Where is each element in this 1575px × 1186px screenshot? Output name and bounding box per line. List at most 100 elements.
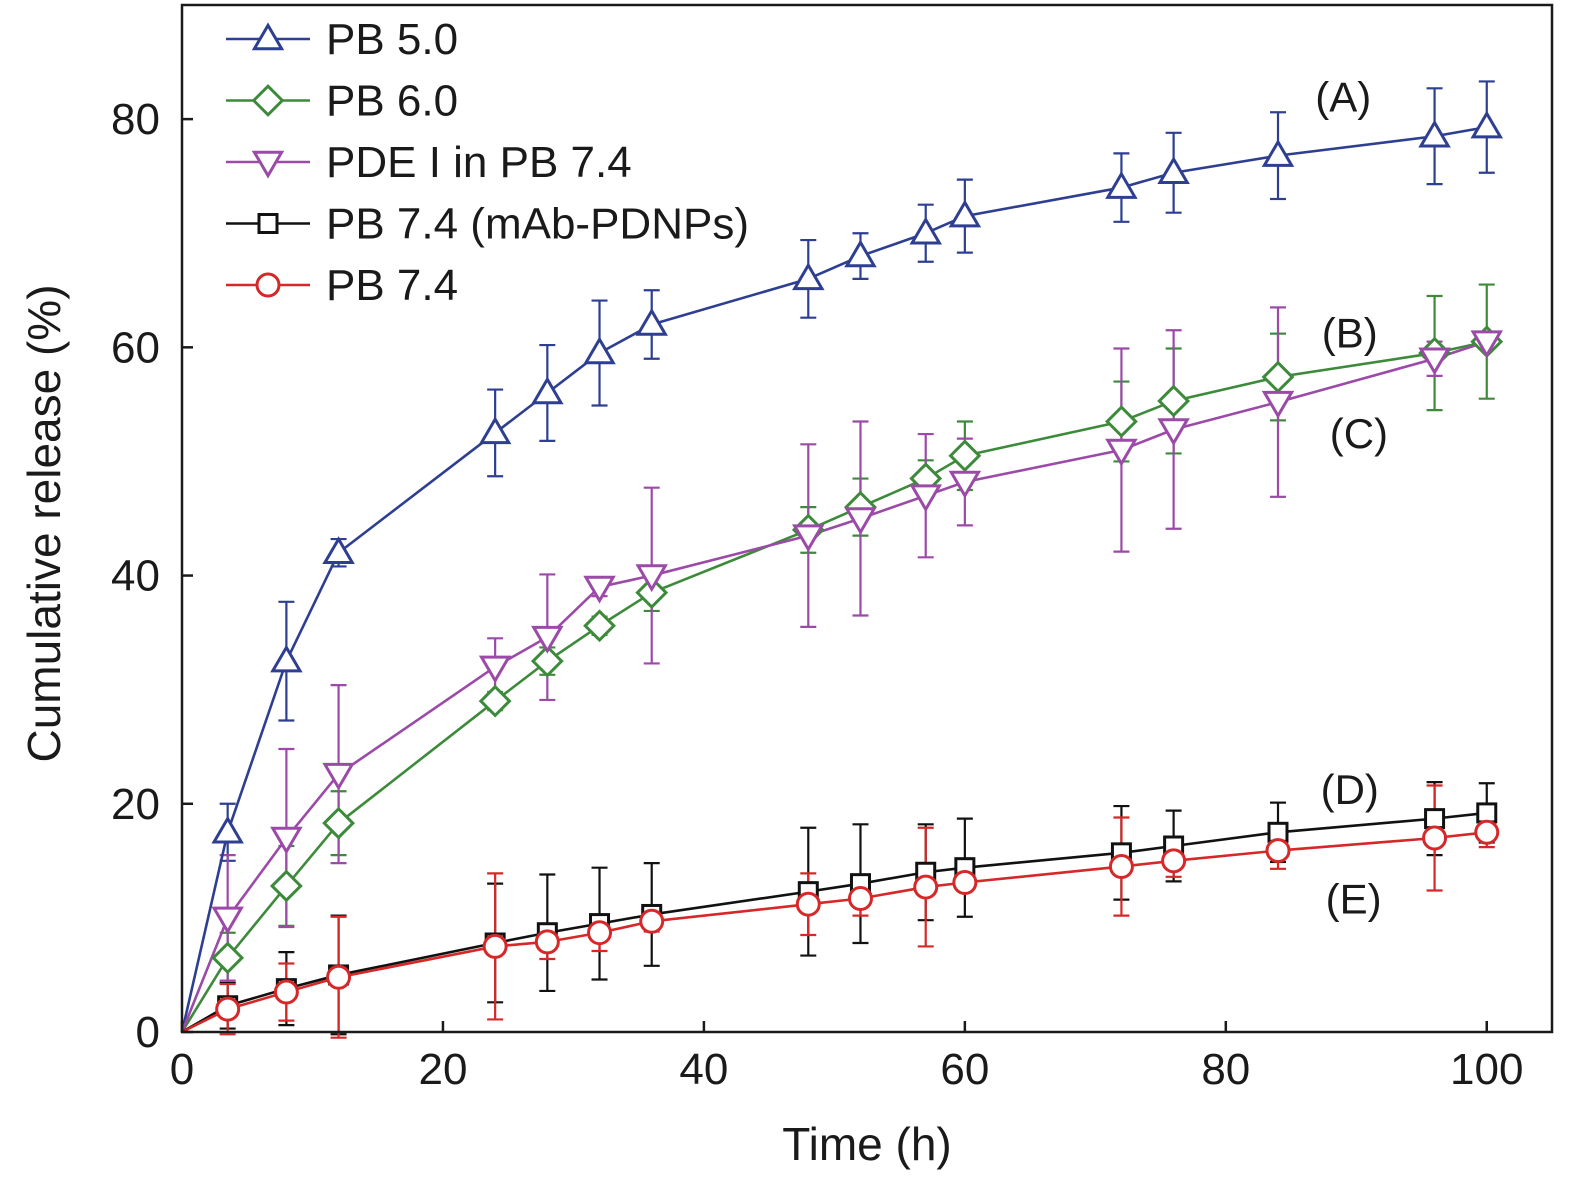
- data-point-pb-7-4: [913, 874, 939, 900]
- data-point-pb-5-0: [531, 376, 564, 405]
- data-point-pde-i-in-pb-7-4: [909, 484, 942, 513]
- data-point-pb-5-0: [270, 644, 303, 673]
- legend-label: PDE I in PB 7.4: [326, 138, 632, 187]
- data-point-pb-7-4: [847, 885, 873, 911]
- data-point-pb-7-4: [482, 933, 508, 959]
- legend-entry-pb-5-0: PB 5.0: [226, 15, 458, 64]
- data-point-pb-6-0: [1105, 405, 1138, 438]
- legend-label: PB 7.4 (mAb-PDNPs): [326, 200, 749, 249]
- annotation-label: (E): [1326, 875, 1382, 922]
- y-tick-label: 0: [136, 1008, 160, 1057]
- data-point-pde-i-in-pb-7-4: [531, 625, 564, 654]
- legend-marker: [251, 150, 285, 179]
- data-point-pde-i-in-pb-7-4: [792, 524, 825, 553]
- legend-marker: [251, 84, 285, 117]
- annotation-label: (D): [1321, 766, 1379, 813]
- legend-label: PB 5.0: [326, 15, 458, 64]
- data-point-pb-5-0: [1105, 170, 1138, 199]
- data-point-pb-6-0: [1157, 384, 1191, 418]
- data-point-pb-7-4: [534, 929, 560, 955]
- data-point-pde-i-in-pb-7-4: [948, 470, 982, 499]
- data-point-pb-5-0: [909, 216, 942, 245]
- data-point-pb-5-0: [635, 307, 668, 336]
- data-point-pb-7-4-mab-pdnps: [1476, 802, 1498, 824]
- data-point-pb-7-4: [795, 891, 821, 917]
- series-line-pb-7-4-mab-pdnps: [181, 811, 1487, 1034]
- plot-frame: [180, 3, 1554, 1034]
- data-point-pb-6-0: [322, 806, 355, 840]
- data-point-pb-6-0: [269, 869, 303, 903]
- data-point-pb-5-0: [1157, 156, 1190, 184]
- data-point-pb-7-4: [587, 920, 613, 946]
- x-tick-label: 20: [418, 1045, 467, 1094]
- data-point-pb-5-0: [1261, 138, 1295, 167]
- series-annotations: (A) (B) (C) (D) (E): [1315, 73, 1388, 922]
- x-tick-label: 100: [1450, 1045, 1523, 1094]
- data-point-pb-7-4: [1161, 848, 1187, 874]
- data-point-pb-5-0: [948, 199, 982, 228]
- x-axis-title: Time (h): [782, 1118, 952, 1170]
- data-point-pde-i-in-pb-7-4: [1261, 390, 1295, 419]
- legend-entry-pde-i-in-pb-7-4: PDE I in PB 7.4: [226, 138, 632, 187]
- x-tick-label: 60: [940, 1045, 989, 1094]
- data-point-pde-i-in-pb-7-4: [1418, 347, 1451, 376]
- data-point-pb-6-0: [478, 684, 512, 718]
- data-point-pb-7-4: [215, 996, 241, 1022]
- data-point-pb-6-0: [530, 644, 564, 678]
- data-point-pb-6-0: [211, 941, 245, 975]
- data-point-pb-5-0: [1418, 119, 1451, 148]
- annotation-label: (C): [1330, 410, 1388, 457]
- data-point-pb-7-4: [1108, 854, 1134, 880]
- series-line-pb-7-4: [181, 831, 1487, 1034]
- legend-label: PB 6.0: [326, 77, 458, 126]
- legend-entry-pb-6-0: PB 6.0: [226, 77, 458, 126]
- series-line-pb-6-0: [180, 340, 1488, 1033]
- data-point-pde-i-in-pb-7-4: [1105, 438, 1138, 467]
- x-tick-label: 80: [1201, 1045, 1250, 1094]
- legend-label: PB 7.4: [326, 261, 458, 310]
- y-tick-label: 40: [111, 552, 160, 601]
- data-point-pb-7-4: [326, 964, 352, 990]
- data-point-pb-7-4: [639, 908, 665, 934]
- data-point-pde-i-in-pb-7-4: [635, 564, 668, 593]
- data-point-pb-7-4: [273, 979, 299, 1005]
- data-point-pb-6-0: [583, 609, 616, 643]
- data-point-pb-5-0: [583, 336, 616, 365]
- data-point-pb-7-4: [1422, 825, 1448, 851]
- data-point-pb-6-0: [1261, 360, 1295, 394]
- data-point-pde-i-in-pb-7-4: [1157, 418, 1190, 447]
- data-point-pb-5-0: [211, 815, 244, 844]
- data-point-pb-7-4: [952, 870, 978, 896]
- data-point-pde-i-in-pb-7-4: [844, 507, 877, 536]
- data-point-pde-i-in-pb-7-4: [322, 762, 355, 791]
- data-point-pde-i-in-pb-7-4: [270, 826, 303, 855]
- series-markers: [211, 110, 1504, 1022]
- y-tick-label: 60: [111, 323, 160, 372]
- data-point-pb-6-0: [948, 439, 982, 473]
- data-point-pb-7-4: [1265, 838, 1291, 864]
- data-point-pb-5-0: [1470, 110, 1504, 139]
- data-point-pb-5-0: [844, 239, 877, 268]
- series-line-pde-i-in-pb-7-4: [180, 340, 1488, 1033]
- annotation-label: (A): [1315, 73, 1371, 120]
- legend-entry-pb-7-4: PB 7.4: [226, 261, 458, 310]
- y-tick-label: 80: [111, 95, 160, 144]
- axis-ticks: [180, 117, 1489, 1034]
- axis-tick-labels: 0 20 40 60 80 100 0 20 40 60 80: [111, 95, 1523, 1094]
- data-point-pb-7-4-mab-pdnps: [1424, 808, 1446, 830]
- y-tick-label: 20: [111, 780, 160, 829]
- data-point-pb-7-4: [1474, 819, 1500, 845]
- legend-marker: [251, 22, 285, 51]
- annotation-label: (B): [1322, 309, 1378, 356]
- legend-entry-pb-7-4-mab-pdnps: PB 7.4 (mAb-PDNPs): [226, 200, 749, 249]
- legend-marker: [255, 272, 281, 298]
- data-point-pb-6-0: [635, 576, 669, 610]
- x-tick-label: 0: [170, 1045, 194, 1094]
- data-point-pde-i-in-pb-7-4: [1470, 330, 1504, 359]
- data-point-pb-5-0: [792, 262, 825, 291]
- x-tick-label: 40: [679, 1045, 728, 1094]
- data-point-pde-i-in-pb-7-4: [478, 655, 512, 684]
- data-point-pde-i-in-pb-7-4: [211, 906, 244, 935]
- data-point-pb-5-0: [322, 536, 355, 564]
